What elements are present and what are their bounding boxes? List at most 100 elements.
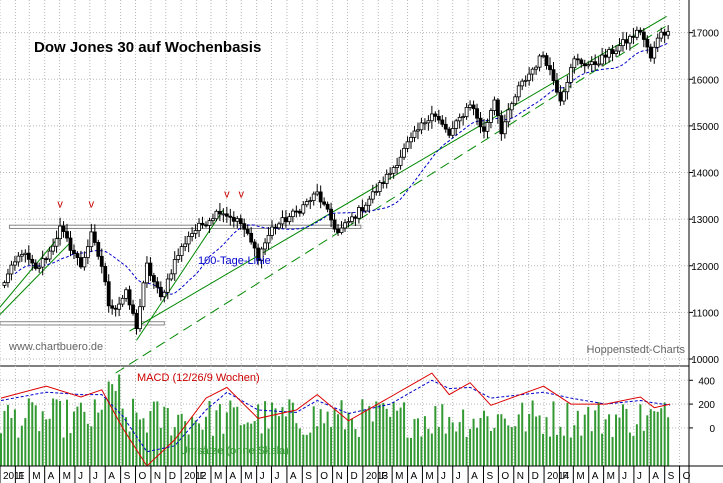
x-tick-label: 2013 xyxy=(366,471,389,482)
candle-body xyxy=(551,69,556,81)
price-tick-label: 12000 xyxy=(691,262,719,273)
candle-body xyxy=(621,39,625,47)
peak-marker: v xyxy=(57,198,63,210)
candle-body xyxy=(58,225,62,240)
candle-body xyxy=(343,222,347,229)
x-tick-label: N xyxy=(154,471,161,482)
candle-body xyxy=(197,222,201,231)
price-tick-label: 11000 xyxy=(692,308,720,319)
candle-body xyxy=(169,273,174,280)
candle-body xyxy=(280,217,285,225)
price-y-axis: 10000 11000 12000 13000 14000 15000 16000 17000 xyxy=(689,29,719,366)
candle-body xyxy=(148,262,153,276)
candle-body xyxy=(520,80,525,87)
candle-body xyxy=(600,54,605,65)
candle-body xyxy=(468,104,472,108)
candle-body xyxy=(151,275,156,283)
candle-body xyxy=(297,210,302,214)
signal-line xyxy=(0,379,671,453)
candle-body xyxy=(245,228,250,234)
macd-tick-label: 400 xyxy=(698,376,715,387)
source-label: www.chartbuero.de xyxy=(8,341,103,353)
candles xyxy=(2,25,671,335)
candle-body xyxy=(655,37,660,48)
candle-body xyxy=(270,226,274,236)
peak-markers: v vv v xyxy=(57,189,244,211)
x-tick-label: A xyxy=(290,471,297,482)
candle-body xyxy=(315,191,320,195)
candle-body xyxy=(548,65,552,71)
candle-body xyxy=(586,64,591,67)
candle-body xyxy=(353,216,358,219)
candle-body xyxy=(388,172,393,175)
x-tick-label: 2011 xyxy=(3,471,25,482)
trend-line-early-2 xyxy=(0,242,71,316)
candle-body xyxy=(641,31,646,40)
candle-body xyxy=(568,67,573,83)
x-tick-label: J xyxy=(275,471,280,482)
volume-label: Umsätze (ohne Skala) xyxy=(180,445,289,457)
candle-body xyxy=(537,55,542,68)
candle-body xyxy=(516,85,521,98)
candle-body xyxy=(211,218,215,222)
candle-body xyxy=(6,273,10,283)
candle-body xyxy=(416,129,420,132)
candle-body xyxy=(454,120,459,129)
candle-body xyxy=(259,248,264,261)
candle-body xyxy=(242,223,247,230)
candle-body xyxy=(617,45,622,52)
price-tick-label: 16000 xyxy=(691,75,719,86)
candle-body xyxy=(634,29,639,38)
peak-marker: v xyxy=(238,189,244,201)
candle-body xyxy=(294,210,299,213)
candle-body xyxy=(523,79,528,82)
candle-body xyxy=(544,55,549,66)
candle-body xyxy=(593,61,598,65)
candle-body xyxy=(471,104,476,110)
candle-body xyxy=(648,46,653,59)
x-tick-label: A xyxy=(48,471,55,482)
peak-marker: v xyxy=(89,198,95,210)
candle-body xyxy=(277,223,281,229)
candle-body xyxy=(367,198,372,206)
candle-body xyxy=(631,35,636,38)
candle-body xyxy=(224,213,229,217)
x-tick-label: A xyxy=(592,471,599,482)
macd-tick-label: 0 xyxy=(709,424,715,435)
x-tick-label: M xyxy=(576,471,584,482)
x-tick-label: A xyxy=(229,471,236,482)
candle-body xyxy=(96,242,101,257)
x-tick-label: M xyxy=(607,471,615,482)
candle-body xyxy=(381,182,386,184)
candle-body xyxy=(37,266,42,269)
candle-body xyxy=(419,122,424,131)
candle-body xyxy=(200,222,205,226)
candle-body xyxy=(429,113,434,122)
x-tick-label: J xyxy=(637,471,642,482)
candle-body xyxy=(322,201,327,205)
x-tick-label: A xyxy=(108,471,115,482)
candle-body xyxy=(652,46,657,59)
candle-body xyxy=(252,241,257,249)
macd-title: MACD (12/26/9 Wochen) xyxy=(137,372,260,384)
candle-body xyxy=(492,99,497,112)
candle-body xyxy=(461,116,466,118)
x-tick-label: M xyxy=(244,471,252,482)
candle-body xyxy=(395,165,400,168)
x-tick-label: A xyxy=(652,471,659,482)
candle-body xyxy=(54,238,59,247)
macd-tick-label: 200 xyxy=(698,400,715,411)
candle-body xyxy=(228,215,233,218)
candle-body xyxy=(356,207,361,219)
x-tick-label: A xyxy=(471,471,478,482)
candle-body xyxy=(374,191,379,193)
macd-lines xyxy=(0,372,671,467)
candle-body xyxy=(450,128,455,136)
candle-body xyxy=(89,231,94,248)
candle-body xyxy=(558,91,563,102)
candle-body xyxy=(363,204,368,212)
candle-body xyxy=(179,246,184,256)
x-tick-label: F xyxy=(381,471,387,482)
candle-body xyxy=(40,258,45,268)
